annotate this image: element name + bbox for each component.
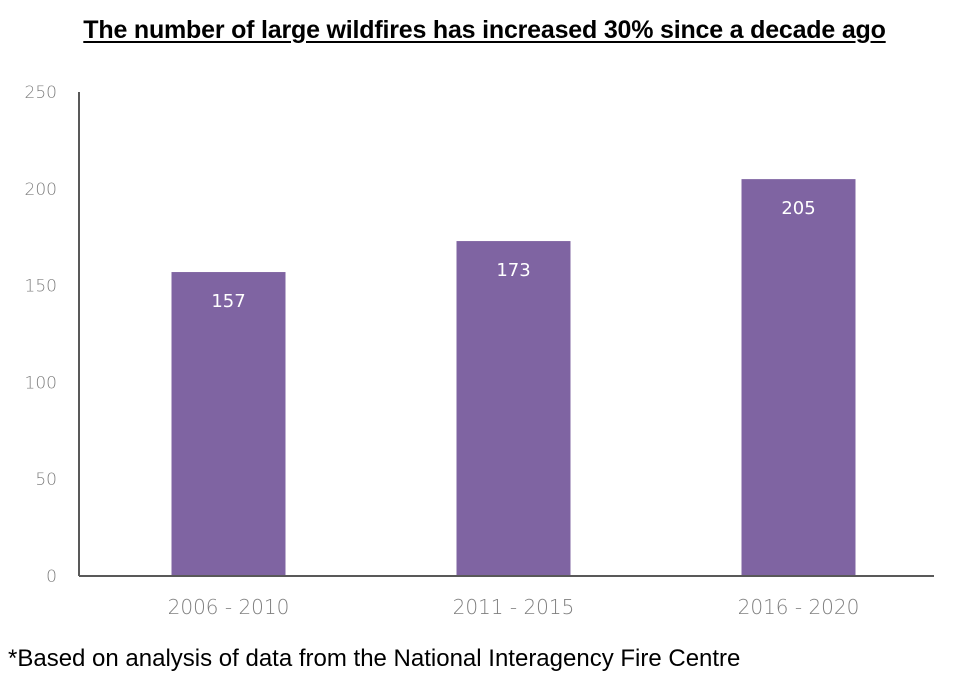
y-tick-label: 150 bbox=[25, 277, 57, 297]
bar bbox=[456, 241, 571, 576]
bar bbox=[171, 272, 286, 576]
y-tick-label: 100 bbox=[25, 373, 57, 393]
bars bbox=[171, 179, 856, 576]
footnote: *Based on analysis of data from the Nati… bbox=[8, 645, 741, 672]
y-tick-label: 250 bbox=[25, 83, 57, 103]
x-axis-labels: 2006 - 2010 2011 - 2015 2016 - 2020 bbox=[168, 595, 860, 619]
y-tick-label: 0 bbox=[46, 567, 57, 587]
data-labels: 157 173 205 bbox=[211, 198, 815, 312]
bar-data-label: 157 bbox=[211, 291, 245, 312]
y-axis-ticks: 0 50 100 150 200 250 bbox=[25, 83, 57, 587]
bar-data-label: 173 bbox=[496, 260, 530, 281]
y-tick-label: 200 bbox=[25, 180, 57, 200]
x-category-label: 2011 - 2015 bbox=[453, 595, 575, 619]
bar-data-label: 205 bbox=[781, 198, 815, 219]
bar bbox=[741, 179, 856, 576]
y-tick-label: 50 bbox=[35, 470, 57, 490]
x-category-label: 2006 - 2010 bbox=[168, 595, 290, 619]
chart-title: The number of large wildfires has increa… bbox=[83, 16, 886, 44]
x-category-label: 2016 - 2020 bbox=[738, 595, 860, 619]
